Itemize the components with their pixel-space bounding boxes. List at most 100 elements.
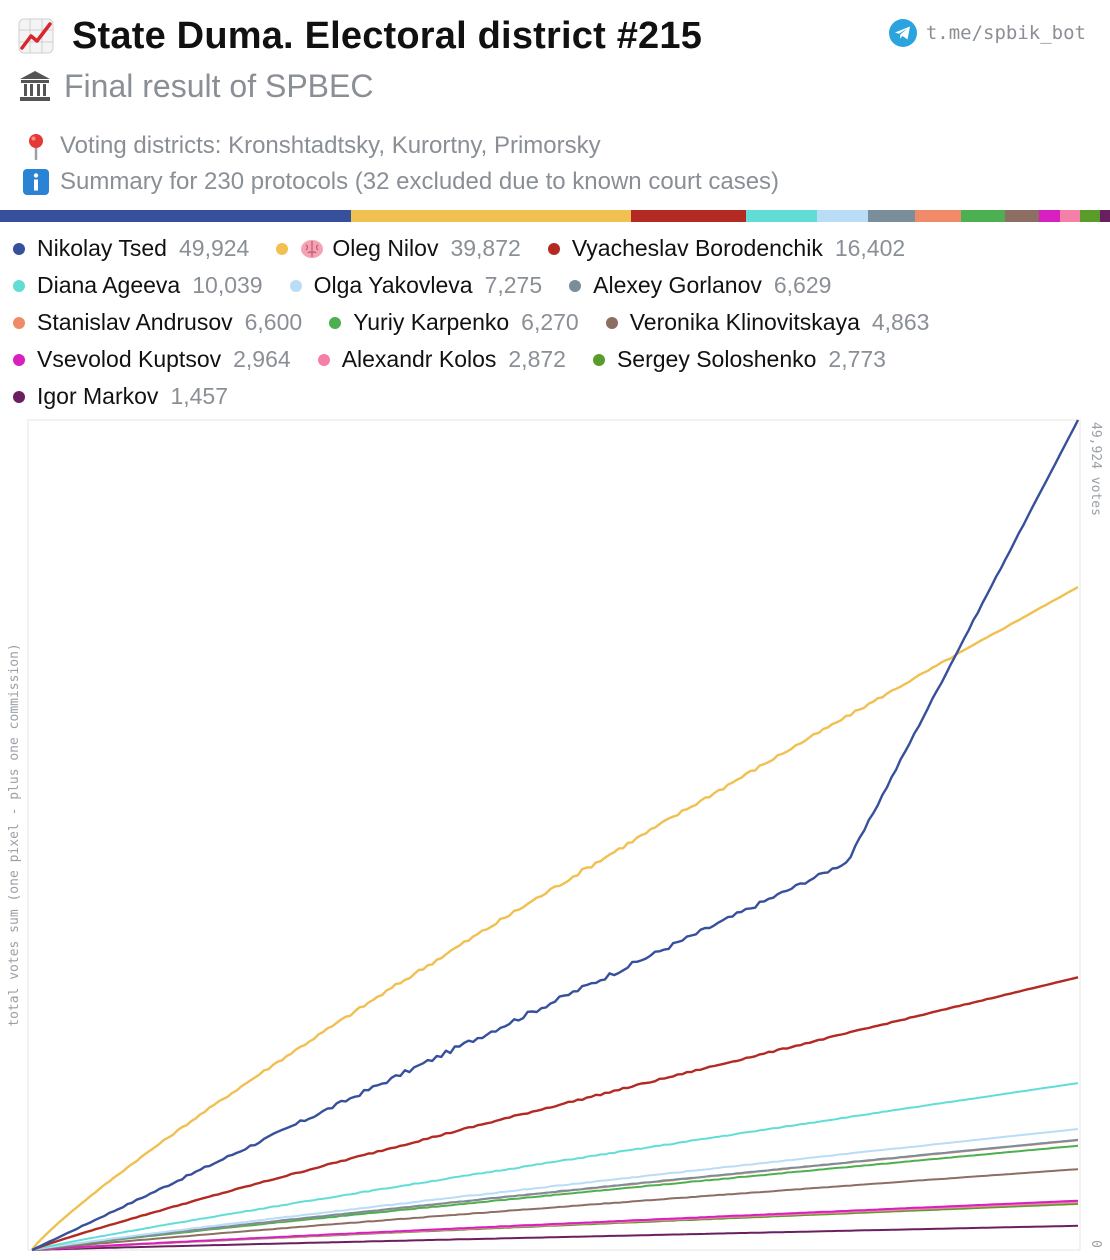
legend-name: Alexey Gorlanov	[593, 272, 762, 298]
classical-building-icon	[20, 71, 50, 101]
legend-name: Stanislav Andrusov	[37, 309, 233, 335]
legend-name: Diana Ageeva	[37, 272, 181, 298]
legend-value: 6,270	[521, 309, 579, 335]
legend-item-diana-ageeva: Diana Ageeva 10,039	[10, 267, 263, 304]
share-segment-diana-ageeva	[746, 210, 817, 222]
share-segment-nikolay-tsed	[0, 210, 351, 222]
telegram-link[interactable]: t.me/spbik_bot	[888, 18, 1086, 48]
legend-value: 7,275	[484, 272, 543, 298]
series-line-diana-ageeva	[31, 1082, 1079, 1251]
legend-value: 2,964	[233, 346, 291, 372]
legend-dot-icon	[317, 353, 330, 366]
legend-dot-icon	[605, 316, 618, 329]
legend-dot-icon	[569, 279, 582, 292]
chart-increasing-icon	[18, 18, 54, 54]
share-segment-vyacheslav-borodenchik	[631, 210, 747, 222]
protocols-text: Summary for 230 protocols (32 excluded d…	[60, 168, 780, 195]
legend-dot-icon	[13, 353, 25, 366]
series-lines	[31, 419, 1080, 1252]
legend-value: 2,773	[828, 346, 886, 372]
share-segment-alexey-gorlanov	[868, 210, 915, 222]
round-pushpin-icon	[29, 134, 43, 160]
legend-value: 10,039	[192, 272, 263, 298]
series-line-vsevolod-kuptsov	[31, 1199, 1079, 1251]
series-line-sergey-soloshenko	[31, 1202, 1079, 1251]
subtitle-row: Final result of SPBEC	[18, 64, 858, 108]
legend-value: 49,924	[178, 235, 250, 261]
series-line-veronika-klinovitskaya	[31, 1168, 1079, 1251]
legend-dot-icon	[13, 242, 25, 255]
series-line-nikolay-tsed	[31, 419, 1080, 1252]
page-subtitle: Final result of SPBEC	[64, 67, 374, 104]
legend-dot-icon	[547, 242, 560, 255]
legend-value: 6,600	[244, 309, 303, 335]
legend-value: 6,629	[773, 272, 832, 298]
legend-value: 16,402	[834, 235, 906, 261]
vote-share-bar	[0, 210, 1110, 222]
y-min-label: 0	[1088, 1240, 1103, 1248]
series-line-olga-yakovleva	[31, 1128, 1079, 1251]
series-line-oleg-nilov	[31, 586, 1079, 1251]
legend-name: Vsevolod Kuptsov	[37, 346, 222, 372]
legend-dot-icon	[592, 353, 605, 366]
telegram-icon	[888, 19, 917, 47]
districts-text: Voting districts: Kronshtadtsky, Kurortn…	[60, 132, 601, 159]
legend-item-veronika-klinovitskaya: Veronika Klinovitskaya 4,863	[603, 304, 930, 341]
share-segment-stanislav-andrusov	[914, 210, 961, 222]
y-axis-label: total votes sum (one pixel - plus one co…	[7, 643, 22, 1027]
title-row: State Duma. Electoral district #215	[18, 10, 858, 62]
legend-item-vyacheslav-borodenchik: Vyacheslav Borodenchik 16,402	[545, 230, 905, 267]
share-segment-olga-yakovleva	[816, 210, 869, 222]
legend-value: 2,872	[508, 346, 566, 372]
legend-name: Nikolay Tsed	[37, 235, 167, 261]
share-segment-alexandr-kolos	[1060, 210, 1081, 222]
legend-item-nikolay-tsed: Nikolay Tsed 49,924	[10, 230, 249, 267]
plot-frame	[27, 419, 1081, 1251]
legend-item-vsevolod-kuptsov: Vsevolod Kuptsov 2,964	[10, 341, 291, 378]
page-title: State Duma. Electoral district #215	[72, 14, 703, 57]
legend-item-alexandr-kolos: Alexandr Kolos 2,872	[315, 341, 566, 378]
legend: Nikolay Tsed 49,924 Oleg Nilov 39,872 Vyache…	[10, 230, 1100, 415]
districts-info: Voting districts: Kronshtadtsky, Kurortn…	[18, 128, 858, 164]
share-segment-sergey-soloshenko	[1080, 210, 1100, 222]
legend-item-sergey-soloshenko: Sergey Soloshenko 2,773	[590, 341, 886, 378]
legend-item-yuriy-karpenko: Yuriy Karpenko 6,270	[326, 304, 579, 341]
legend-dot-icon	[13, 279, 25, 292]
share-segment-veronika-klinovitskaya	[1005, 210, 1040, 222]
share-segment-igor-markov	[1099, 210, 1110, 222]
legend-name: Oleg Nilov	[332, 235, 439, 261]
series-line-vyacheslav-borodenchik	[31, 976, 1079, 1252]
legend-name: Sergey Soloshenko	[616, 346, 817, 372]
legend-name: Igor Markov	[37, 383, 159, 409]
legend-name: Olga Yakovleva	[313, 272, 473, 298]
legend-name: Vyacheslav Borodenchik	[571, 235, 823, 261]
legend-dot-icon	[289, 279, 302, 292]
y-max-label: 49,924 votes	[1088, 422, 1103, 516]
legend-item-oleg-nilov: Oleg Nilov 39,872	[273, 230, 521, 267]
legend-item-igor-markov: Igor Markov 1,457	[10, 378, 228, 415]
legend-item-olga-yakovleva: Olga Yakovleva 7,275	[287, 267, 543, 304]
telegram-link-text: t.me/spbik_bot	[925, 22, 1086, 44]
legend-value: 1,457	[170, 383, 228, 409]
legend-dot-icon	[13, 390, 25, 403]
series-line-igor-markov	[31, 1224, 1079, 1251]
series-line-alexey-gorlanov	[31, 1138, 1079, 1251]
legend-name: Veronika Klinovitskaya	[629, 309, 860, 335]
legend-value: 4,863	[871, 309, 930, 335]
legend-name: Alexandr Kolos	[341, 346, 497, 372]
protocols-info: Summary for 230 protocols (32 excluded d…	[18, 164, 858, 200]
share-segment-yuriy-karpenko	[960, 210, 1006, 222]
legend-name: Yuriy Karpenko	[353, 309, 510, 335]
legend-dot-icon	[13, 316, 25, 329]
legend-dot-icon	[329, 316, 342, 329]
information-icon	[23, 169, 49, 195]
legend-value: 39,872	[450, 235, 521, 261]
cumulative-votes-chart: total votes sum (one pixel - plus one co…	[7, 419, 1103, 1252]
share-segment-oleg-nilov	[350, 210, 632, 222]
share-segment-vsevolod-kuptsov	[1039, 210, 1061, 222]
brain-icon	[301, 239, 324, 258]
legend-item-stanislav-andrusov: Stanislav Andrusov 6,600	[10, 304, 302, 341]
legend-dot-icon	[276, 242, 289, 255]
header: State Duma. Electoral district #215 Fina…	[18, 10, 858, 200]
legend-item-alexey-gorlanov: Alexey Gorlanov 6,629	[566, 267, 831, 304]
